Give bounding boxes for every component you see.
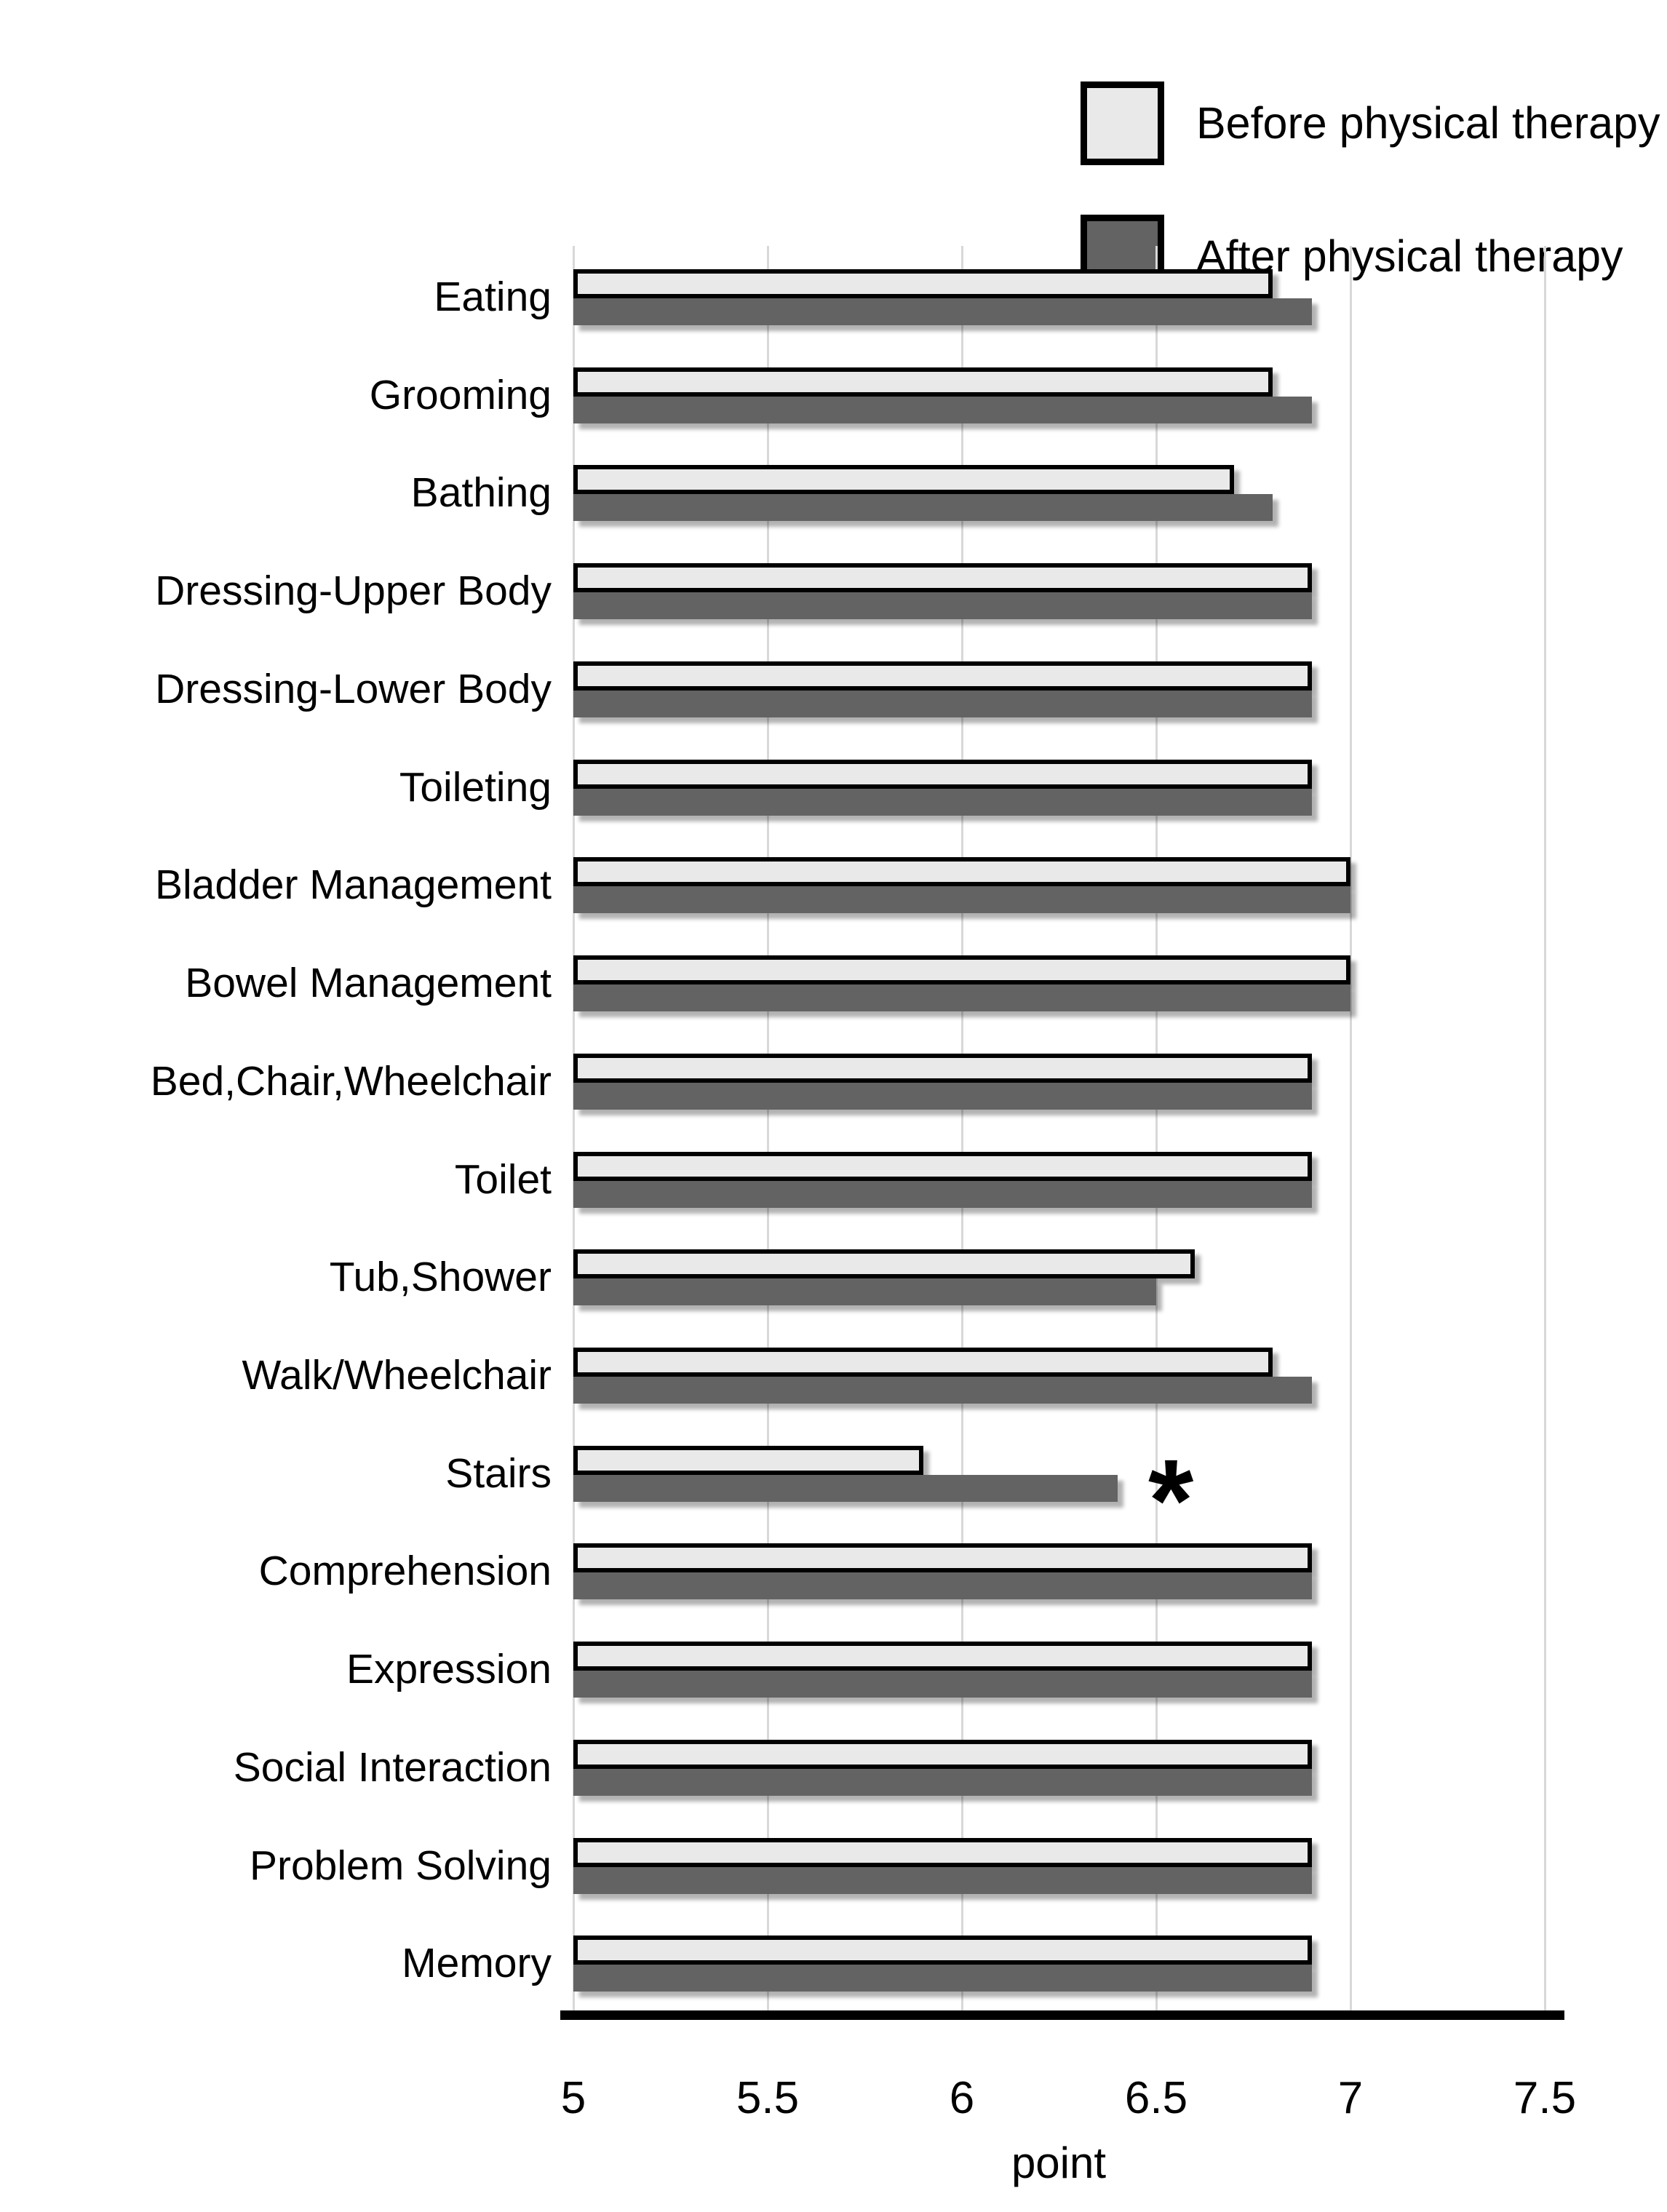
category-label-dressing-upper-body: Dressing-Upper Body [155, 568, 552, 615]
significance-asterisk: * [1148, 1435, 1194, 1565]
gridline-x-5 [572, 246, 575, 2010]
x-tick-label-6.5: 6.5 [1124, 2073, 1188, 2123]
bar-before-bathing [573, 465, 1234, 495]
bar-before-bowel-management [573, 955, 1350, 985]
bar-after-expression [573, 1671, 1312, 1698]
category-label-toilet: Toilet [454, 1155, 552, 1203]
bar-before-bladder-management [573, 857, 1350, 887]
bar-before-eating [573, 269, 1273, 298]
bar-after-stairs [573, 1474, 1118, 1502]
bar-before-expression [573, 1642, 1312, 1671]
bar-before-stairs [573, 1445, 923, 1475]
gridline-x-6 [960, 246, 963, 2010]
category-label-comprehension: Comprehension [258, 1548, 552, 1595]
category-label-bed-chair-wheelchair: Bed,Chair,Wheelchair [150, 1057, 552, 1105]
x-axis-line [560, 2010, 1564, 2020]
category-label-dressing-lower-body: Dressing-Lower Body [155, 665, 552, 712]
legend-item-before: Before physical therapy [1081, 81, 1660, 165]
bar-after-comprehension [573, 1572, 1312, 1600]
bar-after-social-interaction [573, 1768, 1312, 1796]
bar-before-problem-solving [573, 1837, 1312, 1867]
bar-after-bowel-management [573, 984, 1350, 1012]
bar-before-dressing-lower-body [573, 661, 1312, 691]
bar-after-eating [573, 298, 1312, 325]
bar-after-toileting [573, 788, 1312, 816]
category-label-toileting: Toileting [399, 763, 552, 811]
bar-after-memory [573, 1965, 1312, 1992]
bar-before-social-interaction [573, 1739, 1312, 1769]
gridline-x-7 [1349, 246, 1352, 2010]
bar-before-walk-wheelchair [573, 1347, 1273, 1377]
category-label-social-interaction: Social Interaction [233, 1743, 552, 1791]
bar-after-grooming [573, 396, 1312, 423]
bar-after-bladder-management [573, 886, 1350, 914]
x-tick-label-5: 5 [560, 2073, 586, 2123]
bar-after-bed-chair-wheelchair [573, 1082, 1312, 1110]
category-label-grooming: Grooming [369, 371, 552, 418]
category-label-bathing: Bathing [410, 469, 552, 517]
gridline-x-5.5 [766, 246, 769, 2010]
x-axis-title: point [1011, 2139, 1107, 2187]
gridline-x-7.5 [1543, 246, 1546, 2010]
bar-before-memory [573, 1936, 1312, 1965]
category-label-stairs: Stairs [445, 1449, 552, 1497]
x-tick-label-5.5: 5.5 [736, 2073, 800, 2123]
category-label-bladder-management: Bladder Management [154, 862, 552, 909]
bar-before-comprehension [573, 1543, 1312, 1573]
category-label-memory: Memory [402, 1940, 552, 1987]
category-label-tub-shower: Tub,Shower [329, 1254, 552, 1301]
bar-after-tub-shower [573, 1278, 1156, 1306]
bar-after-bathing [573, 494, 1273, 522]
bar-before-grooming [573, 367, 1273, 397]
legend-label-before: Before physical therapy [1196, 98, 1660, 148]
gridline-x-6.5 [1155, 246, 1158, 2010]
x-tick-label-7.5: 7.5 [1513, 2073, 1577, 2123]
bar-after-dressing-upper-body [573, 592, 1312, 620]
bar-before-tub-shower [573, 1249, 1195, 1279]
bar-before-bed-chair-wheelchair [573, 1053, 1312, 1083]
bar-after-problem-solving [573, 1866, 1312, 1894]
bar-after-dressing-lower-body [573, 690, 1312, 717]
bar-after-toilet [573, 1180, 1312, 1208]
legend-swatch-before [1081, 81, 1164, 165]
x-tick-label-7: 7 [1337, 2073, 1364, 2123]
bar-after-walk-wheelchair [573, 1376, 1312, 1404]
category-label-walk-wheelchair: Walk/Wheelchair [242, 1351, 552, 1399]
category-label-eating: Eating [434, 274, 552, 320]
category-label-problem-solving: Problem Solving [249, 1842, 552, 1889]
bar-before-toilet [573, 1151, 1312, 1181]
bar-before-dressing-upper-body [573, 563, 1312, 593]
plot-area: Eating Grooming Bathing Dressing-Upper Body… [151, 246, 1546, 2010]
category-label-bowel-management: Bowel Management [185, 960, 552, 1007]
x-tick-label-6: 6 [949, 2073, 975, 2123]
category-label-expression: Expression [346, 1646, 552, 1693]
bar-before-toileting [573, 759, 1312, 789]
